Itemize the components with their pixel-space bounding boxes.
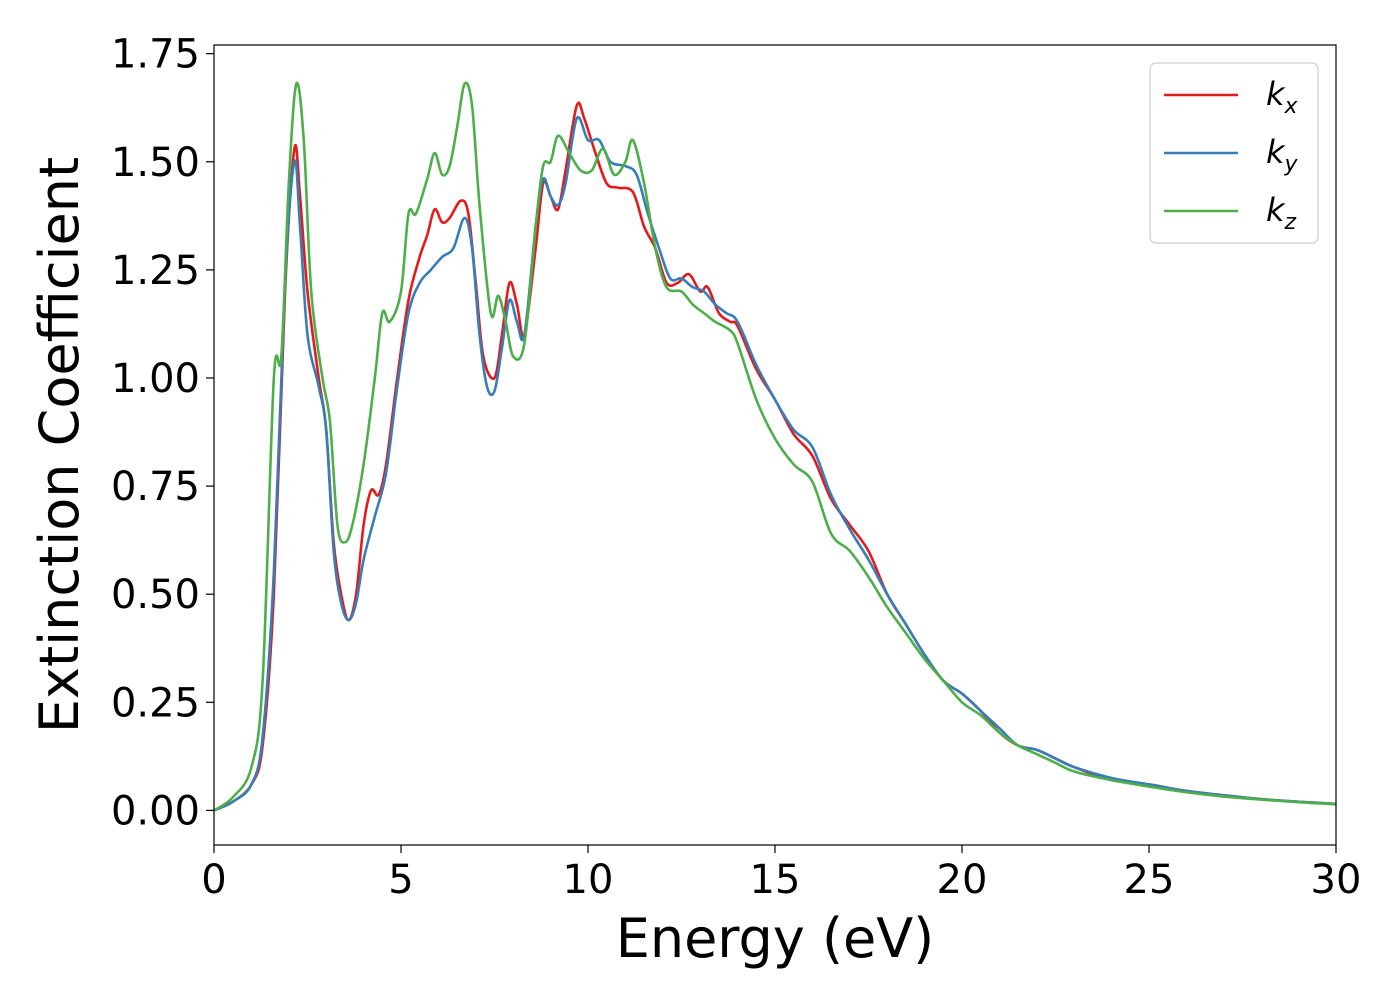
y-tick-label: 0.25 <box>111 680 200 726</box>
series-line-kz <box>214 81 1336 812</box>
y-tick-label: 0.00 <box>111 788 200 834</box>
x-axis-label: Energy (eV) <box>616 907 935 970</box>
x-tick-label: 5 <box>388 857 413 903</box>
legend: kx ky kz <box>1149 62 1319 244</box>
y-tick-label: 1.75 <box>111 32 200 78</box>
y-tick-label: 0.50 <box>111 572 200 618</box>
x-tick-label: 30 <box>1311 857 1362 903</box>
legend-label-kx: kx <box>1266 75 1299 119</box>
x-tick-label: 25 <box>1124 857 1175 903</box>
x-tick-label: 0 <box>201 857 226 903</box>
legend-label-kz: kz <box>1266 191 1297 235</box>
y-tick-label: 0.75 <box>111 464 200 510</box>
y-axis: 0.00 0.25 0.50 0.75 1.00 1.25 1.50 1.75 <box>111 32 214 834</box>
series-layer <box>214 81 1336 812</box>
legend-label-ky: ky <box>1266 133 1299 177</box>
series-line-ky <box>214 115 1336 812</box>
x-tick-label: 20 <box>937 857 988 903</box>
y-tick-label: 1.00 <box>111 356 200 402</box>
y-tick-label: 1.50 <box>111 140 200 186</box>
y-tick-label: 1.25 <box>111 248 200 294</box>
x-tick-label: 10 <box>563 857 614 903</box>
x-axis: 0 5 10 15 20 25 30 <box>201 845 1361 903</box>
y-axis-label: Extinction Coefficient <box>28 157 91 733</box>
x-tick-label: 15 <box>750 857 801 903</box>
